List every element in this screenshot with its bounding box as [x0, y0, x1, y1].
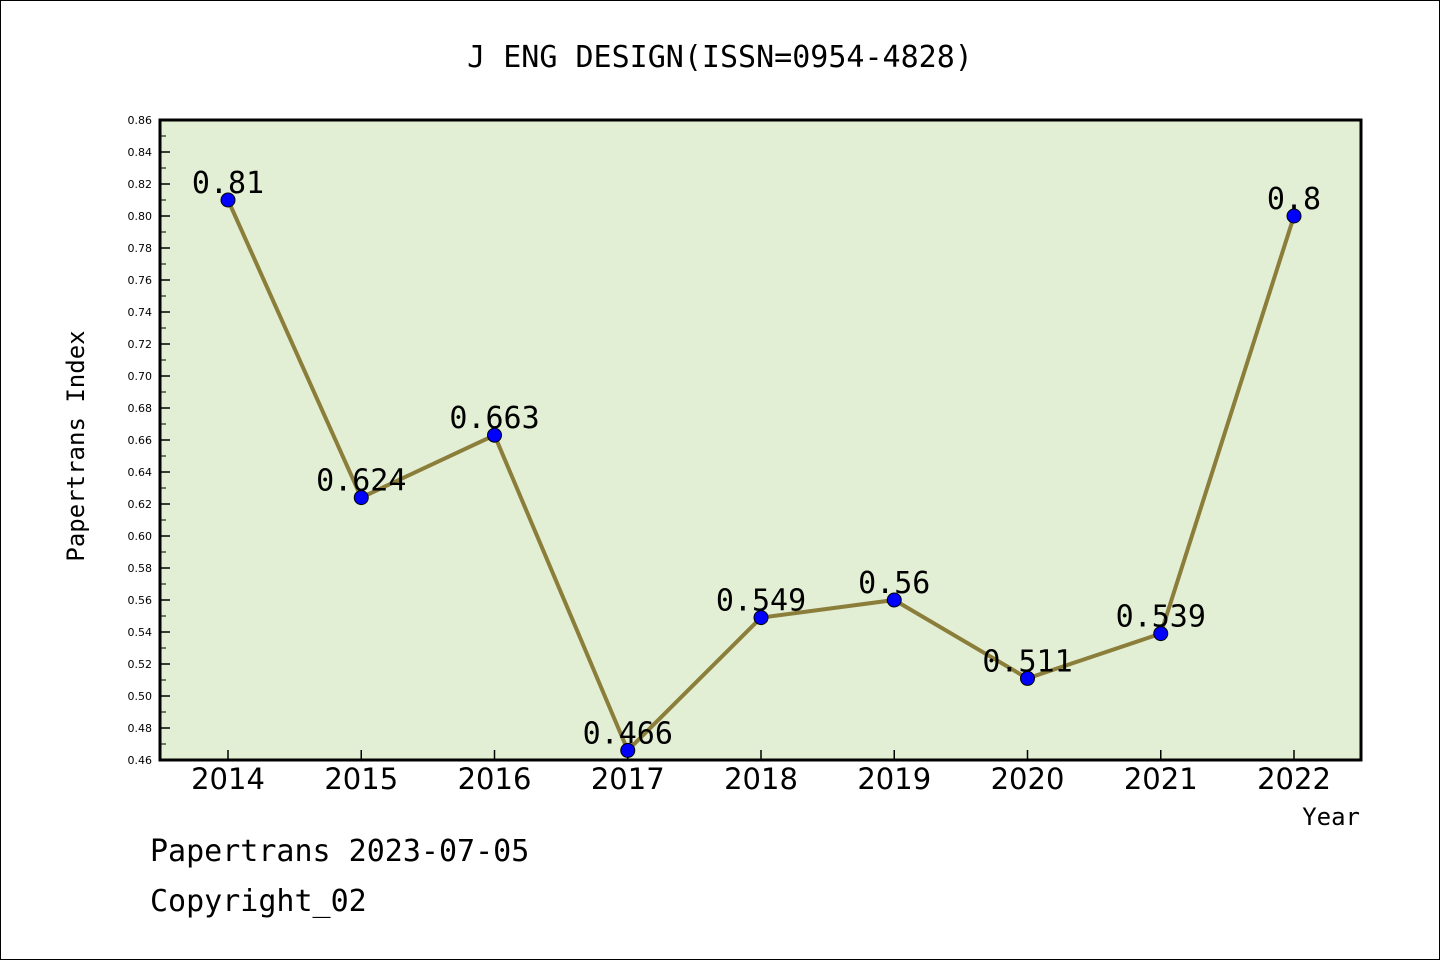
- data-point: [220, 192, 236, 208]
- y-axis: 0.46 0.48 0.50 0.52 0.54 0.56 0.58 0.60 0.62 0.64…: [128, 114, 170, 767]
- y-tick-label: 0.70: [128, 370, 153, 383]
- data-label: 0.549: [716, 584, 806, 619]
- x-axis: 2014 2015 2016 2017 2018 2019 2020 2021 2022: [191, 750, 1331, 796]
- y-tick-label: 0.82: [128, 178, 153, 191]
- y-tick-label: 0.56: [128, 594, 153, 607]
- x-tick-label: 2017: [591, 762, 665, 796]
- y-tick-label: 0.80: [128, 210, 153, 223]
- data-label: 0.81: [192, 166, 264, 201]
- data-point: [1020, 670, 1035, 686]
- data-point: [1153, 626, 1169, 642]
- plot-area: [160, 120, 1361, 760]
- data-point: [620, 742, 636, 758]
- y-tick-label: 0.64: [128, 466, 153, 479]
- x-tick-label: 2020: [991, 762, 1065, 796]
- chart-title: J ENG DESIGN(ISSN=0954-4828): [467, 40, 973, 75]
- x-tick-label: 2015: [324, 762, 398, 796]
- data-point: [753, 610, 769, 626]
- y-tick-label: 0.72: [128, 338, 153, 351]
- y-tick-label: 0.58: [128, 562, 153, 575]
- data-label: 0.466: [583, 716, 673, 751]
- data-label: 0.8: [1267, 182, 1321, 217]
- y-tick-label: 0.84: [128, 146, 153, 159]
- x-tick-label: 2019: [857, 762, 931, 796]
- data-point: [886, 592, 902, 608]
- footer-copyright: Copyright_02: [150, 884, 367, 919]
- x-tick-label: 2014: [191, 762, 265, 796]
- series-group: 0.81 0.624 0.663 0.466 0.549 0.56 0.511 0.539 0.…: [192, 166, 1321, 758]
- y-tick-label: 0.60: [128, 530, 153, 543]
- data-label: 0.624: [316, 464, 406, 499]
- x-axis-label: Year: [1302, 803, 1360, 831]
- data-label: 0.511: [982, 644, 1072, 679]
- y-tick-label: 0.50: [128, 690, 153, 703]
- y-tick-label: 0.62: [128, 498, 153, 511]
- y-tick-label: 0.52: [128, 658, 153, 671]
- data-label: 0.539: [1116, 600, 1206, 635]
- footer-date: Papertrans 2023-07-05: [150, 834, 530, 869]
- y-tick-label: 0.54: [128, 626, 153, 639]
- y-tick-label: 0.68: [128, 402, 153, 415]
- data-label: 0.56: [858, 566, 930, 601]
- y-tick-label: 0.66: [128, 434, 153, 447]
- y-tick-label: 0.48: [128, 722, 153, 735]
- data-point: [487, 427, 502, 443]
- data-point: [353, 490, 369, 506]
- y-tick-label: 0.78: [128, 242, 153, 255]
- x-tick-label: 2021: [1124, 762, 1198, 796]
- x-tick-label: 2016: [458, 762, 532, 796]
- y-tick-label: 0.46: [128, 754, 153, 767]
- y-tick-label: 0.86: [128, 114, 153, 127]
- x-tick-label: 2018: [724, 762, 798, 796]
- plot-border: [158, 118, 1363, 762]
- y-tick-label: 0.74: [128, 306, 153, 319]
- data-label: 0.663: [449, 401, 539, 436]
- data-point: [1286, 208, 1302, 224]
- x-tick-label: 2022: [1257, 762, 1331, 796]
- y-axis-label: Papertrans Index: [62, 330, 90, 561]
- y-tick-label: 0.76: [128, 274, 153, 287]
